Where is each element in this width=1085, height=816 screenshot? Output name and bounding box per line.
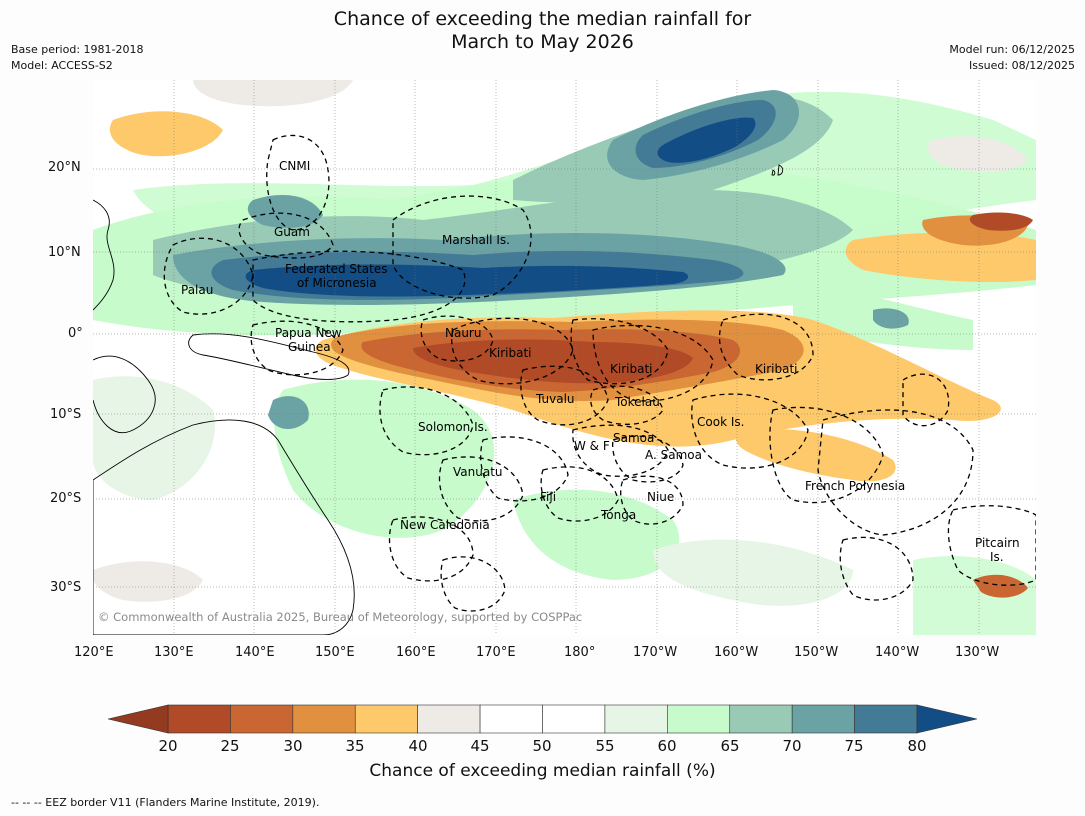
- label-samoa: Samoa: [613, 431, 654, 445]
- label-tonga: Tonga: [600, 508, 636, 522]
- lat-tick: 20°S: [50, 491, 82, 506]
- colorbar-tick: 45: [470, 737, 490, 755]
- graticule: [93, 80, 1036, 635]
- label-cook-islands: Cook Is.: [697, 415, 744, 429]
- label-kiribati-west: Kiribati: [489, 346, 531, 360]
- colorbar-tick: 55: [595, 737, 615, 755]
- region-labels: CNMI Guam Marshall Is. Federated States …: [181, 159, 1020, 564]
- colorbar-segment: [854, 704, 918, 734]
- lat-tick: 20°N: [48, 160, 81, 175]
- chart-title: Chance of exceeding the median rainfall …: [0, 8, 1085, 54]
- colorbar-segment: [354, 704, 418, 734]
- label-new-caledonia: New Caledonia: [400, 518, 490, 532]
- colorbar-segment: [729, 704, 793, 734]
- colorbar-tick: 70: [782, 737, 802, 755]
- label-fiji: Fiji: [540, 490, 556, 504]
- colorbar-segment: [417, 704, 481, 734]
- label-kiribati-east: Kiribati: [755, 362, 797, 376]
- lon-tick: 130°W: [955, 645, 1000, 660]
- lon-tick: 180°: [564, 645, 596, 660]
- label-guam: Guam: [274, 225, 310, 239]
- label-kiribati-central: Kiribati: [610, 362, 652, 376]
- shading-strongly-above-median: [153, 90, 909, 430]
- title-line-2: March to May 2026: [451, 31, 634, 53]
- title-line-1: Chance of exceeding the median rainfall …: [333, 8, 752, 30]
- rainfall-map: CNMI Guam Marshall Is. Federated States …: [93, 80, 1036, 635]
- colorbar-tick: 80: [907, 737, 927, 755]
- colorbar-tick: 50: [532, 737, 552, 755]
- colorbar-tick: 40: [408, 737, 428, 755]
- label-french-polynesia: French Polynesia: [805, 479, 905, 493]
- model-name: Model: ACCESS-S2: [11, 59, 113, 72]
- colorbar-segment: [167, 704, 231, 734]
- base-period: Base period: 1981-2018: [11, 43, 144, 56]
- lon-tick: 160°E: [396, 645, 436, 660]
- label-palau: Palau: [181, 283, 213, 297]
- label-tokelau: Tokelau: [614, 395, 660, 409]
- colorbar-segment: [230, 704, 294, 734]
- australia-coast: [93, 419, 355, 635]
- label-niue: Niue: [647, 490, 674, 504]
- label-vanuatu: Vanuatu: [453, 465, 503, 479]
- label-pitcairn-line1: Pitcairn: [975, 536, 1020, 550]
- colorbar-segment: [791, 704, 855, 734]
- meta-left: Base period: 1981-2018 Model: ACCESS-S2: [11, 42, 143, 74]
- lon-tick: 150°W: [794, 645, 839, 660]
- colorbar-tick: 20: [158, 737, 178, 755]
- lon-tick: 170°E: [476, 645, 516, 660]
- lon-tick: 140°W: [875, 645, 920, 660]
- philippines-coast: [93, 199, 115, 311]
- lon-tick: 130°E: [154, 645, 194, 660]
- lat-tick: 30°S: [50, 580, 82, 595]
- colorbar-low-extend: [107, 704, 169, 734]
- lat-tick: 10°N: [48, 245, 81, 260]
- coastlines: [93, 164, 784, 635]
- colorbar-segment: [542, 704, 606, 734]
- label-nauru: Nauru: [445, 326, 481, 340]
- colorbar-title: Chance of exceeding median rainfall (%): [369, 761, 716, 781]
- colorbar-tick: 60: [657, 737, 677, 755]
- issued-date: Issued: 08/12/2025: [968, 59, 1075, 72]
- colorbar-tick: 30: [283, 737, 303, 755]
- colorbar-tick: 35: [345, 737, 365, 755]
- label-fsm-line1: Federated States: [285, 262, 387, 276]
- lon-tick: 140°E: [235, 645, 275, 660]
- label-american-samoa: A. Samoa: [645, 448, 702, 462]
- new-guinea-coast: [188, 333, 350, 380]
- label-pitcairn-line2: Is.: [990, 550, 1004, 564]
- lat-tick: 0°: [68, 326, 83, 341]
- label-marshall-islands: Marshall Is.: [442, 233, 510, 247]
- indonesia-coast: [93, 355, 156, 434]
- meta-right: Model run: 06/12/2025 Issued: 08/12/2025: [949, 42, 1075, 74]
- lat-tick: 10°S: [50, 407, 82, 422]
- label-solomon-islands: Solomon Is.: [418, 420, 488, 434]
- label-fsm-line2: of Micronesia: [297, 276, 377, 290]
- colorbar-segment: [479, 704, 543, 734]
- lon-tick: 170°W: [633, 645, 678, 660]
- colorbar-tick: 25: [220, 737, 240, 755]
- colorbar-segment: [667, 704, 731, 734]
- colorbar-tick: 65: [720, 737, 740, 755]
- eez-footnote: -- -- -- EEZ border V11 (Flanders Marine…: [11, 796, 320, 809]
- copyright-notice: © Commonwealth of Australia 2025, Bureau…: [98, 610, 582, 624]
- colorbar-segment: [292, 704, 356, 734]
- label-cnmi: CNMI: [279, 159, 310, 173]
- label-tuvalu: Tuvalu: [535, 392, 575, 406]
- colorbar-segment: [604, 704, 668, 734]
- colorbar: [107, 704, 978, 734]
- shading-near-median: [93, 80, 1028, 602]
- model-run: Model run: 06/12/2025: [949, 43, 1075, 56]
- lon-tick: 120°E: [74, 645, 114, 660]
- eez-borders: [163, 134, 1036, 612]
- label-png-line1: Papua New: [275, 326, 342, 340]
- hawaii-coast: [771, 164, 784, 176]
- lon-tick: 150°E: [315, 645, 355, 660]
- lon-tick: 160°W: [714, 645, 759, 660]
- label-wallis-futuna: W & F: [574, 439, 610, 453]
- colorbar-tick: 75: [844, 737, 864, 755]
- label-png-line2: Guinea: [288, 340, 331, 354]
- colorbar-high-extend: [916, 704, 978, 734]
